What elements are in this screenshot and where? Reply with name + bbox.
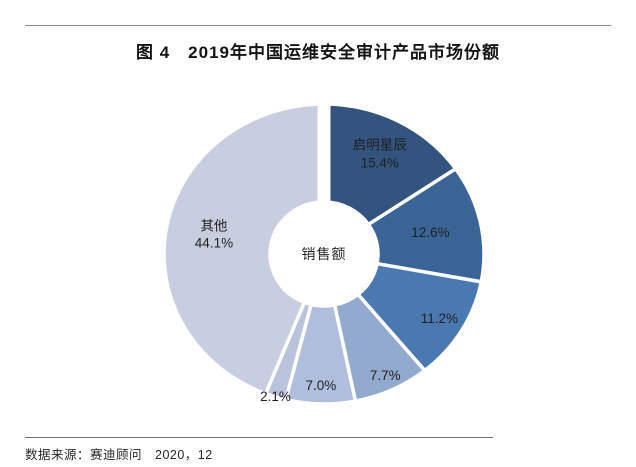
source-divider — [25, 437, 493, 438]
pie-slice-12.6% — [365, 166, 486, 284]
chart-title: 图 4 2019年中国运维安全审计产品市场份额 — [136, 43, 500, 62]
data-source: 数据来源：赛迪顾问 2020，12 — [25, 448, 213, 462]
pie-slice-启明星辰 — [322, 102, 459, 227]
center-label: 销售额 — [301, 246, 347, 262]
pie-slice-其他 — [162, 102, 326, 396]
top-slice-separator — [317, 101, 331, 254]
top-divider — [25, 25, 611, 26]
